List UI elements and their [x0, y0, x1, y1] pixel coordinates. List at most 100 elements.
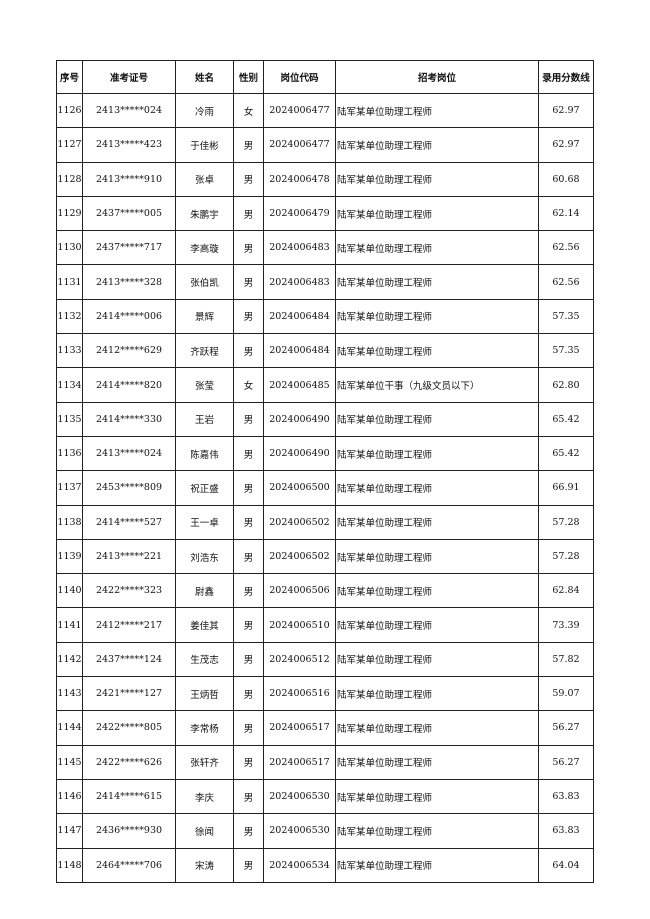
cell-name: 李高璇	[175, 230, 234, 266]
cell-post: 陆军某单位助理工程师	[335, 573, 539, 609]
cell-post: 陆军某单位助理工程师	[335, 710, 539, 746]
cell-name: 王一卓	[175, 504, 234, 540]
table-row: 1136 2413*****024 陈嘉伟男 2024006490 陆军某单位助理工程师…	[56, 435, 594, 472]
cell-score: 62.97	[538, 92, 594, 129]
cell-post-code: 2024006506	[263, 573, 336, 609]
cell-name: 姜佳其	[175, 607, 234, 643]
cell-post-code: 2024006517	[263, 710, 336, 746]
cell-seq: 1136	[56, 435, 83, 472]
cell-gender: 男	[233, 401, 264, 437]
header-post-code: 岗位代码	[263, 60, 336, 94]
cell-seq: 1128	[56, 161, 83, 197]
cell-post-code: 2024006502	[263, 538, 336, 575]
cell-exam-id: 2414*****006	[82, 298, 176, 335]
cell-score: 63.83	[538, 778, 594, 815]
cell-score: 62.80	[538, 367, 594, 403]
table-row: 1131 2413*****328 张伯凯男 2024006483 陆军某单位助理工程师…	[56, 264, 594, 300]
cell-exam-id: 2414*****527	[82, 504, 176, 540]
cell-post-code: 2024006483	[263, 230, 336, 266]
cell-seq: 1146	[56, 778, 83, 815]
cell-post-code: 2024006490	[263, 401, 336, 437]
cell-post: 陆军某单位助理工程师	[335, 607, 539, 643]
cell-post: 陆军某单位助理工程师	[335, 676, 539, 712]
cell-post-code: 2024006483	[263, 264, 336, 300]
cell-name: 景辉	[175, 298, 234, 335]
header-score: 录用分数线	[538, 60, 594, 94]
cell-post: 陆军某单位助理工程师	[335, 778, 539, 815]
cell-score: 57.28	[538, 504, 594, 540]
cell-post-code: 2024006502	[263, 504, 336, 540]
cell-gender: 男	[233, 573, 264, 609]
cell-exam-id: 2421*****127	[82, 676, 176, 712]
table-row: 1142 2437*****124 生茂志男 2024006512 陆军某单位助理工程师…	[56, 641, 594, 678]
cell-gender: 女	[233, 92, 264, 129]
cell-name: 刘浩东	[175, 538, 234, 575]
cell-score: 57.82	[538, 641, 594, 678]
cell-score: 65.42	[538, 401, 594, 437]
cell-post: 陆军某单位助理工程师	[335, 161, 539, 197]
cell-exam-id: 2422*****323	[82, 573, 176, 609]
table-row: 1129 2437*****005 朱鹏宇男 2024006479 陆军某单位助理工程师…	[56, 195, 594, 232]
cell-score: 56.27	[538, 710, 594, 746]
cell-seq: 1141	[56, 607, 83, 643]
table-row: 1138 2414*****527 王一卓男 2024006502 陆军某单位助理工程师…	[56, 504, 594, 540]
table-row: 1148 2464*****706 宋涛男 2024006534 陆军某单位助理工程师 6…	[56, 847, 594, 883]
cell-gender: 女	[233, 367, 264, 403]
cell-seq: 1145	[56, 744, 83, 780]
cell-exam-id: 2412*****629	[82, 333, 176, 369]
cell-post: 陆军某单位助理工程师	[335, 538, 539, 575]
cell-seq: 1137	[56, 470, 83, 506]
table-row: 1128 2413*****910 张卓男 2024006478 陆军某单位助理工程师 6…	[56, 161, 594, 197]
header-gender: 性别	[233, 60, 264, 94]
cell-exam-id: 2437*****124	[82, 641, 176, 678]
cell-post: 陆军某单位助理工程师	[335, 813, 539, 849]
cell-name: 王炳哲	[175, 676, 234, 712]
cell-exam-id: 2413*****024	[82, 435, 176, 472]
cell-post: 陆军某单位助理工程师	[335, 744, 539, 780]
cell-gender: 男	[233, 127, 264, 163]
header-seq: 序号	[56, 60, 83, 94]
cell-post: 陆军某单位助理工程师	[335, 847, 539, 883]
cell-score: 59.07	[538, 676, 594, 712]
cell-exam-id: 2413*****910	[82, 161, 176, 197]
cell-score: 73.39	[538, 607, 594, 643]
table-row: 1140 2422*****323 尉鑫男 2024006506 陆军某单位助理工程师 6…	[56, 573, 594, 609]
table-row: 1126 2413*****024 冷雨女 2024006477 陆军某单位助理工程师 6…	[56, 92, 594, 129]
cell-post-code: 2024006512	[263, 641, 336, 678]
cell-gender: 男	[233, 435, 264, 472]
cell-seq: 1140	[56, 573, 83, 609]
cell-exam-id: 2412*****217	[82, 607, 176, 643]
cell-gender: 男	[233, 504, 264, 540]
cell-post-code: 2024006490	[263, 435, 336, 472]
cell-seq: 1144	[56, 710, 83, 746]
table-row: 1133 2412*****629 齐跃程男 2024006484 陆军某单位助理工程师…	[56, 333, 594, 369]
cell-post: 陆军某单位助理工程师	[335, 641, 539, 678]
cell-name: 徐闻	[175, 813, 234, 849]
table-row: 1127 2413*****423 于佳彬男 2024006477 陆军某单位助理工程师…	[56, 127, 594, 163]
cell-name: 王岩	[175, 401, 234, 437]
cell-post-code: 2024006500	[263, 470, 336, 506]
cell-name: 尉鑫	[175, 573, 234, 609]
cell-post-code: 2024006516	[263, 676, 336, 712]
table-row: 1134 2414*****820 张莹女 2024006485 陆军某单位干事（九级文…	[56, 367, 594, 403]
cell-gender: 男	[233, 195, 264, 232]
cell-post-code: 2024006517	[263, 744, 336, 780]
cell-exam-id: 2413*****328	[82, 264, 176, 300]
cell-name: 李庆	[175, 778, 234, 815]
cell-name: 李常杨	[175, 710, 234, 746]
cell-score: 65.42	[538, 435, 594, 472]
cell-seq: 1132	[56, 298, 83, 335]
cell-gender: 男	[233, 847, 264, 883]
cell-name: 张莹	[175, 367, 234, 403]
cell-seq: 1130	[56, 230, 83, 266]
cell-post-code: 2024006484	[263, 298, 336, 335]
cell-gender: 男	[233, 607, 264, 643]
cell-name: 宋涛	[175, 847, 234, 883]
cell-score: 62.56	[538, 230, 594, 266]
cell-gender: 男	[233, 676, 264, 712]
cell-exam-id: 2414*****820	[82, 367, 176, 403]
cell-post-code: 2024006485	[263, 367, 336, 403]
cell-gender: 男	[233, 333, 264, 369]
cell-seq: 1147	[56, 813, 83, 849]
cell-post-code: 2024006534	[263, 847, 336, 883]
